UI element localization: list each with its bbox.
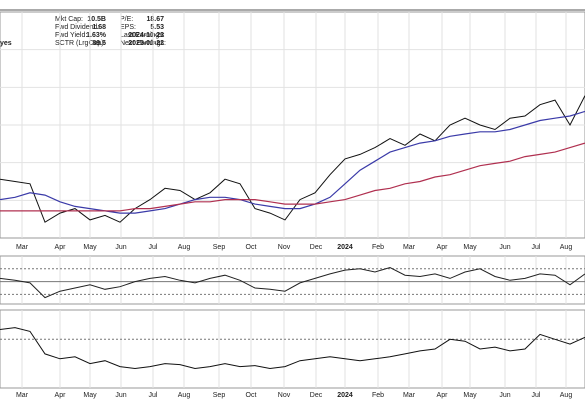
info-label: P/E: <box>120 16 133 23</box>
info-label: SCTR (LrgCap): <box>55 40 106 47</box>
info-label: Next Earnings: <box>120 40 166 47</box>
x-tick-label: Mar <box>403 392 416 399</box>
info-value: 1.63% <box>86 32 107 39</box>
x-tick-label: Jun <box>115 392 126 399</box>
x-tick-label: Aug <box>178 392 191 399</box>
series-line <box>0 266 585 299</box>
info-label: Last Earnings: <box>120 32 165 39</box>
x-tick-label: Mar <box>16 392 29 399</box>
info-value: 18.67 <box>146 16 164 23</box>
panel-frame <box>0 309 585 389</box>
x-tick-label: May <box>83 244 97 251</box>
x-tick-label: Jul <box>532 392 541 399</box>
panel-frame <box>0 11 585 239</box>
info-label: EPS: <box>120 24 136 31</box>
info-value: 89.6 <box>92 40 106 47</box>
info-value: 1.68 <box>92 24 106 31</box>
info-value: 5.53 <box>150 24 164 31</box>
x-tick-label: Dec <box>310 392 323 399</box>
x-tick-label: Jul <box>149 244 158 251</box>
x-tick-label: 2024 <box>337 392 353 399</box>
x-tick-label: Jun <box>499 392 510 399</box>
x-tick-label: Apr <box>437 244 449 251</box>
x-tick-label: Mar <box>403 244 416 251</box>
x-tick-label: Oct <box>246 244 257 251</box>
series-line <box>0 95 585 223</box>
x-tick-label: Jun <box>115 244 126 251</box>
x-tick-label: Feb <box>372 244 384 251</box>
x-tick-label: Aug <box>178 244 191 251</box>
series-line <box>0 327 585 370</box>
panel-frame <box>0 255 585 305</box>
x-tick-label: Jul <box>149 392 158 399</box>
x-tick-label: Aug <box>560 244 573 251</box>
x-tick-label: Jul <box>532 244 541 251</box>
x-tick-label: Nov <box>278 392 291 399</box>
x-tick-label: Sep <box>213 244 226 251</box>
series-line <box>0 142 585 212</box>
symbol-fragment: yes <box>0 40 12 47</box>
info-label: Fwd Yield: <box>55 32 87 39</box>
info-value: 2024-10-23 <box>128 32 164 39</box>
info-label: Fwd Dividend: <box>55 24 99 31</box>
x-tick-label: Oct <box>246 392 257 399</box>
info-label: Mkt Cap: <box>55 16 83 23</box>
x-tick-label: 2024 <box>337 244 353 251</box>
info-value: 10.5B <box>87 16 106 23</box>
x-tick-label: Nov <box>278 244 291 251</box>
series-line <box>0 110 585 214</box>
x-tick-label: Apr <box>55 392 67 399</box>
x-tick-label: Apr <box>437 392 449 399</box>
info-value: 2025-01-22 <box>128 40 164 47</box>
x-tick-label: May <box>83 392 97 399</box>
x-tick-label: Dec <box>310 244 323 251</box>
x-tick-label: Apr <box>55 244 67 251</box>
x-tick-label: Aug <box>560 392 573 399</box>
x-tick-label: Sep <box>213 392 226 399</box>
x-tick-label: May <box>463 392 477 399</box>
x-tick-label: Mar <box>16 244 29 251</box>
x-tick-label: May <box>463 244 477 251</box>
x-tick-label: Feb <box>372 392 384 399</box>
x-tick-label: Jun <box>499 244 510 251</box>
